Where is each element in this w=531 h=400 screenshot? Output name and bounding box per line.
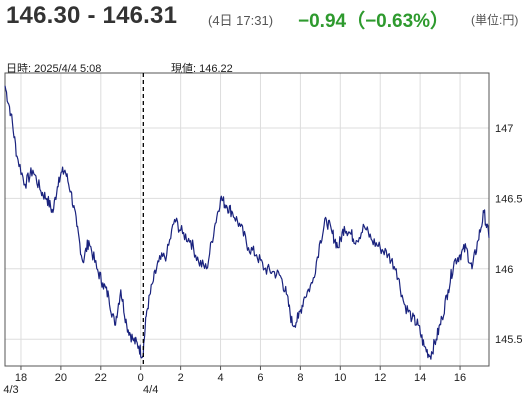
plot-frame [4, 72, 490, 367]
x-tick-label: 16 [454, 372, 466, 384]
x-tick-label: 6 [257, 372, 263, 384]
y-tick-label: 146.5 [495, 193, 523, 205]
x-tick-label: 12 [374, 372, 386, 384]
x-tick-label: 10 [334, 372, 346, 384]
x-tick-label: 0 [138, 372, 144, 384]
quote-time: (4日 17:31) [208, 13, 274, 28]
x-tick-label: 20 [55, 372, 67, 384]
x-tick-label: 18 [15, 372, 27, 384]
price-series-line [4, 85, 490, 360]
y-tick-label: 147 [495, 123, 513, 135]
x-tick-label: 4 [217, 372, 223, 384]
date-label: 4/4 [143, 384, 158, 396]
crosshair-current-value: 現値: 146.22 [171, 63, 233, 75]
price-change: −0.94（−0.63%） [298, 11, 450, 32]
unit-label: (単位:円) [471, 13, 519, 27]
x-tick-label: 8 [297, 372, 303, 384]
x-tick-label: 2 [178, 372, 184, 384]
y-tick-label: 146 [495, 264, 513, 276]
x-tick-label: 14 [414, 372, 426, 384]
y-tick-label: 145.5 [495, 334, 523, 346]
x-tick-label: 22 [95, 372, 107, 384]
price-range: 146.30 - 146.31 [6, 2, 178, 29]
date-label: 4/3 [3, 384, 18, 396]
quote-header: 146.30 - 146.31 (4日 17:31) −0.94（−0.63%）… [4, 0, 529, 34]
crosshair-datetime: 日時: 2025/4/4 5:08 [6, 63, 102, 75]
